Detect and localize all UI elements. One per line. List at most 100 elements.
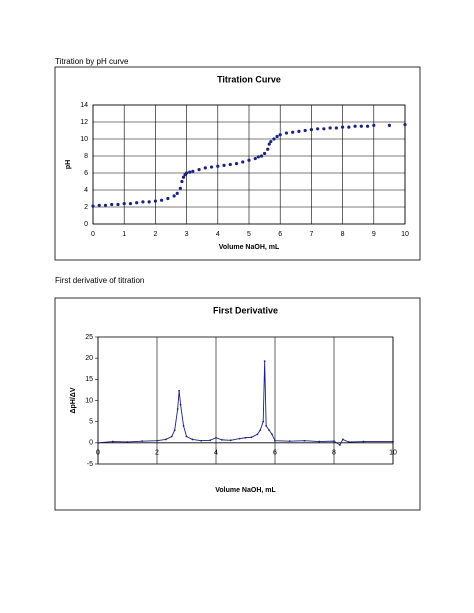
data-point (216, 164, 220, 168)
data-point (172, 194, 176, 198)
data-point (262, 420, 265, 423)
data-point (316, 127, 320, 131)
data-point (291, 130, 295, 134)
y-tick-label: 10 (85, 397, 93, 404)
data-point (268, 429, 270, 432)
plot-area (97, 336, 394, 465)
y-tick-label: 0 (89, 440, 93, 447)
data-point (256, 433, 259, 436)
data-point (175, 191, 179, 195)
data-point (341, 438, 344, 441)
data-point (141, 440, 144, 443)
x-axis-label: Volume NaOH, mL (219, 244, 280, 251)
data-point (259, 154, 264, 158)
x-axis-label: Volume NaOH, mL (215, 487, 276, 494)
data-point (241, 160, 245, 164)
data-point (97, 203, 101, 207)
data-point (265, 425, 268, 427)
data-point (353, 124, 357, 128)
data-point (229, 439, 232, 442)
x-tick-label: 1 (122, 231, 126, 238)
data-point (278, 133, 282, 137)
data-point (347, 125, 351, 129)
data-point (116, 202, 120, 207)
data-point (188, 170, 192, 174)
data-point (178, 186, 182, 190)
data-point (103, 203, 108, 207)
y-tick-label: 5 (89, 419, 93, 426)
x-tick-label: 9 (372, 231, 376, 238)
data-point (176, 408, 179, 410)
y-tick-label: 8 (84, 153, 88, 160)
data-point (267, 142, 271, 146)
data-point (181, 175, 186, 179)
data-point (275, 134, 279, 139)
data-point (128, 202, 133, 206)
data-point (271, 433, 273, 436)
data-point (185, 171, 189, 175)
data-point (200, 439, 203, 442)
data-point (274, 439, 276, 442)
y-tick-label: 25 (85, 334, 93, 341)
y-tick-label: 12 (80, 119, 88, 126)
data-point (191, 438, 194, 441)
data-point (250, 436, 253, 439)
x-tick-label: 10 (401, 231, 409, 238)
data-line (97, 361, 393, 446)
data-point (91, 204, 95, 208)
data-point (247, 158, 251, 162)
data-point (284, 131, 289, 135)
y-tick-label: 4 (84, 187, 88, 194)
data-point (209, 439, 212, 442)
y-axis-label: pH (65, 160, 72, 169)
data-point (182, 425, 185, 427)
data-point (263, 151, 267, 156)
y-tick-label: 6 (84, 170, 88, 177)
y-tick-label: 10 (80, 136, 88, 143)
data-point (238, 437, 241, 440)
data-point (173, 429, 176, 432)
x-tick-label: 8 (341, 231, 345, 238)
data-point (263, 360, 266, 363)
data-point (135, 201, 139, 205)
data-point (185, 435, 188, 438)
data-point (197, 168, 201, 172)
data-point (303, 439, 306, 442)
data-point (288, 440, 291, 443)
data-point (209, 165, 214, 169)
data-point (359, 124, 363, 128)
data-point (141, 200, 145, 204)
data-point (318, 440, 321, 443)
data-point (170, 435, 173, 438)
data-point (228, 162, 232, 167)
data-point (253, 156, 257, 161)
data-point (365, 124, 370, 128)
x-tick-label: 7 (309, 231, 313, 238)
y-tick-label: 15 (85, 376, 93, 383)
data-point (372, 123, 376, 127)
y-tick-label: 14 (80, 102, 88, 109)
data-point (160, 198, 164, 202)
chart-title: Titration Curve (217, 74, 281, 84)
data-point (341, 125, 345, 129)
y-tick-label: 2 (84, 204, 88, 211)
data-point (362, 440, 365, 443)
chart-frame (54, 66, 421, 261)
data-point (334, 126, 338, 130)
data-point (191, 169, 195, 173)
y-tick-label: 20 (85, 355, 93, 362)
data-point (110, 202, 114, 207)
data-point (203, 166, 207, 170)
caption: First derivative of titration (55, 276, 144, 285)
data-point (122, 202, 126, 206)
y-tick-label: 0 (84, 221, 88, 228)
x-tick-label: 6 (278, 231, 282, 238)
data-point (180, 179, 184, 184)
data-point (166, 196, 170, 201)
y-tick-label: -5 (87, 461, 93, 468)
x-tick-label: 5 (247, 231, 251, 238)
data-point (156, 439, 158, 442)
data-point (333, 440, 335, 443)
